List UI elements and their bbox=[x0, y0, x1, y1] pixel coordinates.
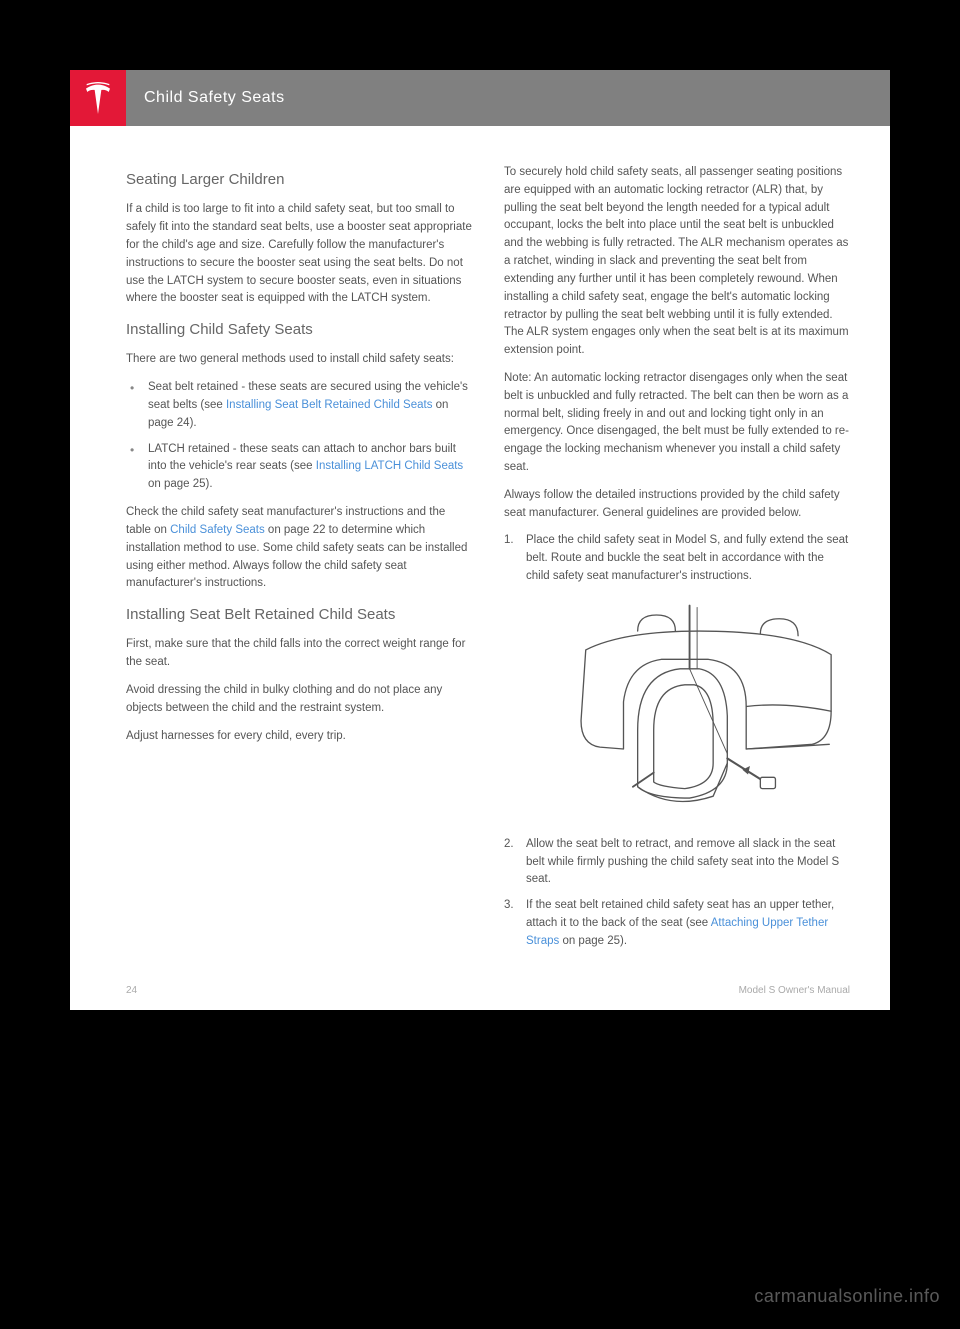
page-number: 24 bbox=[126, 985, 137, 996]
para: Note: An automatic locking retractor dis… bbox=[504, 370, 850, 477]
para: Adjust harnesses for every child, every … bbox=[126, 728, 472, 746]
page-title: Child Safety Seats bbox=[126, 70, 890, 126]
install-methods-list: Seat belt retained - these seats are sec… bbox=[126, 379, 472, 494]
header-bar: Child Safety Seats bbox=[70, 70, 890, 126]
heading-seatbelt-retained: Installing Seat Belt Retained Child Seat… bbox=[126, 603, 472, 626]
page-content: Seating Larger Children If a child is to… bbox=[70, 126, 890, 985]
list-item: LATCH retained - these seats can attach … bbox=[126, 441, 472, 494]
manual-page: Child Safety Seats Seating Larger Childr… bbox=[70, 70, 890, 1010]
para: First, make sure that the child falls in… bbox=[126, 636, 472, 672]
watermark: carmanualsonline.info bbox=[754, 1286, 940, 1307]
book-title: Model S Owner's Manual bbox=[739, 985, 850, 996]
para: There are two general methods used to in… bbox=[126, 351, 472, 369]
para: Avoid dressing the child in bulky clothi… bbox=[126, 682, 472, 718]
step-3: If the seat belt retained child safety s… bbox=[504, 897, 850, 950]
link-child-safety-seats[interactable]: Child Safety Seats bbox=[170, 524, 265, 536]
link-seatbelt-retained[interactable]: Installing Seat Belt Retained Child Seat… bbox=[226, 399, 432, 411]
heading-seating-larger: Seating Larger Children bbox=[126, 168, 472, 191]
heading-installing: Installing Child Safety Seats bbox=[126, 318, 472, 341]
list-item: Seat belt retained - these seats are sec… bbox=[126, 379, 472, 432]
install-steps: Place the child safety seat in Model S, … bbox=[504, 532, 850, 950]
tesla-t-icon bbox=[84, 82, 112, 114]
para: If a child is too large to fit into a ch… bbox=[126, 201, 472, 308]
link-latch-child-seats[interactable]: Installing LATCH Child Seats bbox=[316, 460, 463, 472]
para: Check the child safety seat manufacturer… bbox=[126, 504, 472, 593]
para: Always follow the detailed instructions … bbox=[504, 487, 850, 523]
child-seat-illustration bbox=[548, 598, 850, 822]
para: To securely hold child safety seats, all… bbox=[504, 164, 850, 360]
page-footer: 24 Model S Owner's Manual bbox=[70, 985, 890, 1010]
tesla-logo bbox=[70, 70, 126, 126]
step-2: Allow the seat belt to retract, and remo… bbox=[504, 836, 850, 889]
step-1: Place the child safety seat in Model S, … bbox=[504, 532, 850, 821]
